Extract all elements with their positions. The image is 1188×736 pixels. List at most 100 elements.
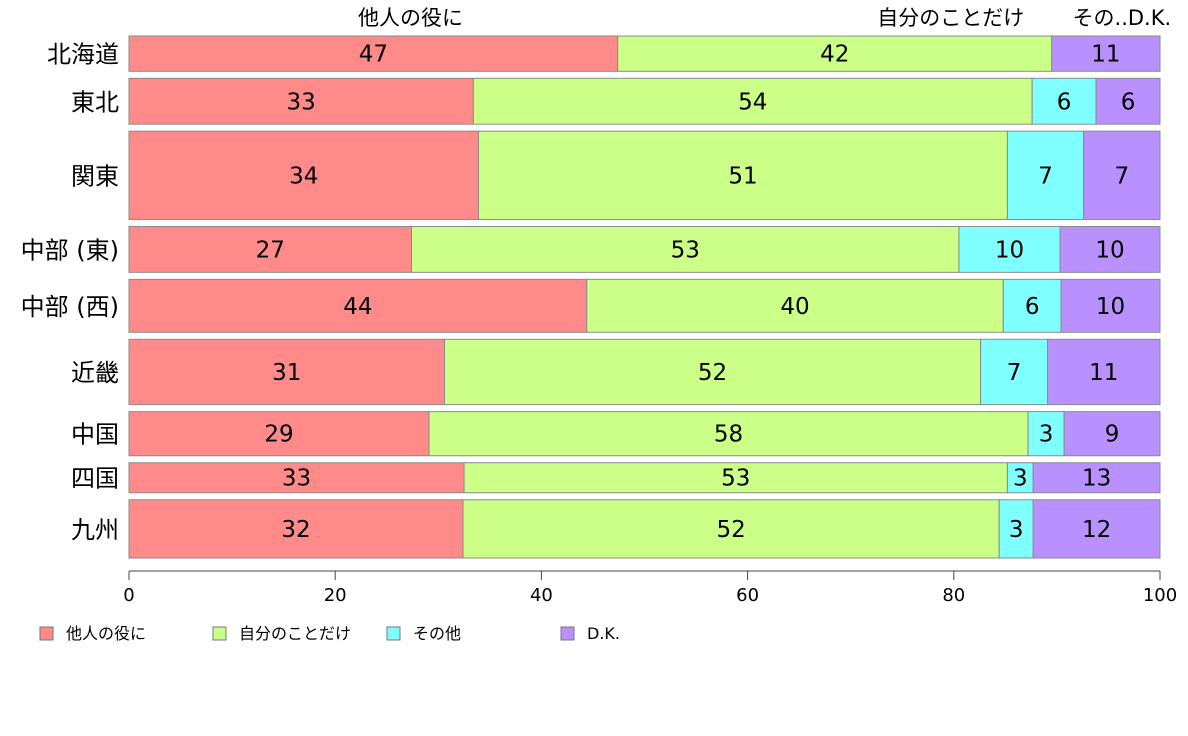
data-label: 6 xyxy=(1025,294,1040,320)
data-label: 58 xyxy=(714,422,743,448)
data-label: 29 xyxy=(264,422,293,448)
x-tick-label: 60 xyxy=(736,585,759,606)
legend-label: その他 xyxy=(413,624,461,643)
category-label: 中国 xyxy=(71,421,119,449)
data-label: 52 xyxy=(716,517,745,543)
bar-segment-1 xyxy=(128,35,619,72)
bar-row: 44 40 6 10 xyxy=(128,278,1161,333)
data-label: 52 xyxy=(698,360,727,386)
bar-segment-2 xyxy=(428,411,1029,457)
data-label: 13 xyxy=(1082,466,1111,492)
data-label: 47 xyxy=(359,42,388,68)
category-label: 四国 xyxy=(71,465,119,493)
bar-segment-2 xyxy=(586,278,1004,333)
data-label: 54 xyxy=(738,89,767,115)
bar-segment-1 xyxy=(128,225,412,273)
bar-row: 33 53 3 13 xyxy=(128,462,1161,494)
bar-segment-1 xyxy=(128,462,465,494)
top-label: 他人の役に xyxy=(358,6,463,30)
bar-segment-1 xyxy=(128,338,445,406)
bar-segment-1 xyxy=(128,77,474,125)
bar-row: 32 52 3 12 xyxy=(128,499,1161,559)
bar-segment-3 xyxy=(958,225,1061,273)
x-axis: 0 20 40 60 80 100 xyxy=(123,570,1177,606)
data-label: 31 xyxy=(272,360,301,386)
bar-segment-1 xyxy=(128,278,588,333)
data-label: 53 xyxy=(721,466,750,492)
data-label: 6 xyxy=(1121,89,1136,115)
category-label: 近畿 xyxy=(71,359,119,387)
category-label: 中部 (西) xyxy=(21,293,119,321)
bar-segment-3 xyxy=(1031,77,1097,125)
data-label: 7 xyxy=(1038,163,1053,189)
bar-row: 27 53 10 10 xyxy=(128,225,1161,273)
legend-label: 他人の役に xyxy=(66,624,146,643)
bar-segment-3 xyxy=(980,338,1049,406)
data-label: 33 xyxy=(287,89,316,115)
bar-row: 33 54 6 6 xyxy=(128,77,1161,125)
x-tick-label: 80 xyxy=(942,585,965,606)
data-label: 42 xyxy=(820,42,849,68)
bar-segment-3 xyxy=(1006,130,1085,220)
category-label: 九州 xyxy=(71,516,119,544)
data-label: 44 xyxy=(343,294,372,320)
legend-label: D.K. xyxy=(587,624,620,643)
data-label: 40 xyxy=(780,294,809,320)
bar-segment-1 xyxy=(128,130,480,220)
legend: 他人の役に 自分のことだけ その他 D.K. xyxy=(39,624,620,643)
bar-segment-4 xyxy=(1083,130,1161,220)
bar-segment-2 xyxy=(617,35,1053,72)
data-label: 12 xyxy=(1082,517,1111,543)
bar-segment-2 xyxy=(410,225,960,273)
bar-segment-3 xyxy=(1002,278,1062,333)
data-label: 9 xyxy=(1105,422,1120,448)
bar-segment-2 xyxy=(472,77,1033,125)
data-label: 10 xyxy=(995,237,1024,263)
category-label: 中部 (東) xyxy=(21,236,119,264)
x-tick-label: 40 xyxy=(530,585,553,606)
bar-segment-2 xyxy=(463,462,1008,494)
data-label: 53 xyxy=(671,237,700,263)
data-label: 10 xyxy=(1096,294,1125,320)
legend-label: 自分のことだけ xyxy=(239,624,351,643)
data-label: 6 xyxy=(1057,89,1072,115)
bar-row: 47 42 11 xyxy=(128,35,1161,72)
bar-segment-2 xyxy=(443,338,982,406)
bar-segment-4 xyxy=(1032,462,1161,494)
bar-segment-4 xyxy=(1032,499,1161,559)
bar-segment-4 xyxy=(1047,338,1161,406)
bar-segment-4 xyxy=(1059,225,1161,273)
data-label: 11 xyxy=(1091,42,1120,68)
bar-segment-4 xyxy=(1060,278,1161,333)
bar-segment-3 xyxy=(998,499,1034,559)
category-label: 北海道 xyxy=(47,41,119,69)
data-label: 51 xyxy=(728,163,757,189)
x-tick-label: 20 xyxy=(324,585,347,606)
top-series-labels: 他人の役に 自分のことだけ その..D.K. xyxy=(358,6,1171,30)
bar-row: 31 52 7 11 xyxy=(128,338,1161,406)
top-label: その..D.K. xyxy=(1073,6,1172,30)
top-label: 自分のことだけ xyxy=(877,6,1024,30)
bar-segment-4 xyxy=(1095,77,1161,125)
data-label: 34 xyxy=(289,163,318,189)
data-label: 3 xyxy=(1013,466,1028,492)
bar-segment-4 xyxy=(1063,411,1161,457)
data-label: 11 xyxy=(1089,360,1118,386)
data-label: 7 xyxy=(1007,360,1022,386)
bar-row: 29 58 3 9 xyxy=(128,411,1161,457)
bar-segment-4 xyxy=(1051,35,1161,72)
data-label: 27 xyxy=(256,237,285,263)
data-label: 32 xyxy=(281,517,310,543)
legend-swatch-2 xyxy=(212,626,227,641)
bar-segment-2 xyxy=(478,130,1008,220)
data-label: 10 xyxy=(1095,237,1124,263)
legend-swatch-4 xyxy=(560,626,575,641)
data-label: 7 xyxy=(1115,163,1130,189)
data-label: 3 xyxy=(1009,517,1024,543)
bar-row: 34 51 7 7 xyxy=(128,130,1161,220)
data-label: 3 xyxy=(1039,422,1054,448)
x-tick-label: 100 xyxy=(1143,585,1177,606)
